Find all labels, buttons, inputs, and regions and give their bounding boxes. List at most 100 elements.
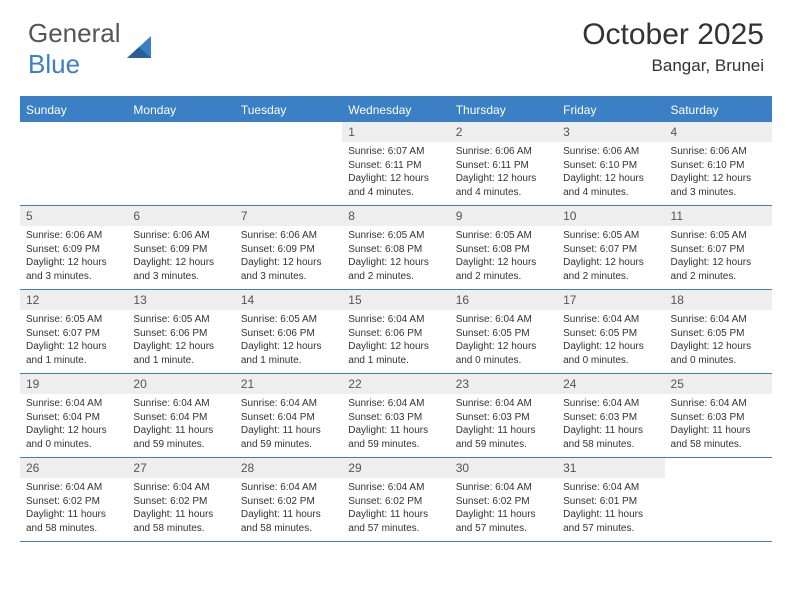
day-cell: 16Sunrise: 6:04 AMSunset: 6:05 PMDayligh… xyxy=(450,290,557,373)
day-number: 5 xyxy=(20,206,127,226)
day-body: Sunrise: 6:05 AMSunset: 6:06 PMDaylight:… xyxy=(235,310,342,367)
day-body: Sunrise: 6:05 AMSunset: 6:08 PMDaylight:… xyxy=(450,226,557,283)
day-number: 4 xyxy=(665,122,772,142)
day-number: 8 xyxy=(342,206,449,226)
day-number: 12 xyxy=(20,290,127,310)
day-body: Sunrise: 6:05 AMSunset: 6:06 PMDaylight:… xyxy=(127,310,234,367)
day-cell: 4Sunrise: 6:06 AMSunset: 6:10 PMDaylight… xyxy=(665,122,772,205)
day-body: Sunrise: 6:04 AMSunset: 6:05 PMDaylight:… xyxy=(665,310,772,367)
day-body: Sunrise: 6:04 AMSunset: 6:04 PMDaylight:… xyxy=(20,394,127,451)
day-cell: 20Sunrise: 6:04 AMSunset: 6:04 PMDayligh… xyxy=(127,374,234,457)
day-cell: 28Sunrise: 6:04 AMSunset: 6:02 PMDayligh… xyxy=(235,458,342,541)
day-cell: 25Sunrise: 6:04 AMSunset: 6:03 PMDayligh… xyxy=(665,374,772,457)
week-row: 12Sunrise: 6:05 AMSunset: 6:07 PMDayligh… xyxy=(20,290,772,374)
day-number: 28 xyxy=(235,458,342,478)
day-cell: 8Sunrise: 6:05 AMSunset: 6:08 PMDaylight… xyxy=(342,206,449,289)
day-number: 23 xyxy=(450,374,557,394)
day-body: Sunrise: 6:04 AMSunset: 6:04 PMDaylight:… xyxy=(235,394,342,451)
day-cell: 1Sunrise: 6:07 AMSunset: 6:11 PMDaylight… xyxy=(342,122,449,205)
day-number: 13 xyxy=(127,290,234,310)
day-body: Sunrise: 6:05 AMSunset: 6:07 PMDaylight:… xyxy=(665,226,772,283)
day-number: 3 xyxy=(557,122,664,142)
day-body: Sunrise: 6:05 AMSunset: 6:07 PMDaylight:… xyxy=(557,226,664,283)
day-cell: 14Sunrise: 6:05 AMSunset: 6:06 PMDayligh… xyxy=(235,290,342,373)
day-body: Sunrise: 6:04 AMSunset: 6:03 PMDaylight:… xyxy=(342,394,449,451)
day-body: Sunrise: 6:04 AMSunset: 6:06 PMDaylight:… xyxy=(342,310,449,367)
day-body: Sunrise: 6:04 AMSunset: 6:02 PMDaylight:… xyxy=(342,478,449,535)
brand-text-2: Blue xyxy=(28,49,80,79)
weeks-container: 1Sunrise: 6:07 AMSunset: 6:11 PMDaylight… xyxy=(20,122,772,542)
week-row: 26Sunrise: 6:04 AMSunset: 6:02 PMDayligh… xyxy=(20,458,772,542)
day-body: Sunrise: 6:04 AMSunset: 6:02 PMDaylight:… xyxy=(20,478,127,535)
day-number: 1 xyxy=(342,122,449,142)
day-number: 17 xyxy=(557,290,664,310)
title-block: October 2025 Bangar, Brunei xyxy=(582,18,764,76)
day-body: Sunrise: 6:04 AMSunset: 6:02 PMDaylight:… xyxy=(450,478,557,535)
day-number: 15 xyxy=(342,290,449,310)
day-cell: 22Sunrise: 6:04 AMSunset: 6:03 PMDayligh… xyxy=(342,374,449,457)
day-body: Sunrise: 6:05 AMSunset: 6:08 PMDaylight:… xyxy=(342,226,449,283)
dow-cell: Tuesday xyxy=(235,98,342,122)
day-body: Sunrise: 6:06 AMSunset: 6:09 PMDaylight:… xyxy=(235,226,342,283)
day-body: Sunrise: 6:04 AMSunset: 6:03 PMDaylight:… xyxy=(450,394,557,451)
day-cell: 15Sunrise: 6:04 AMSunset: 6:06 PMDayligh… xyxy=(342,290,449,373)
day-cell xyxy=(20,122,127,205)
day-cell xyxy=(665,458,772,541)
day-number: 7 xyxy=(235,206,342,226)
day-number: 18 xyxy=(665,290,772,310)
day-cell: 10Sunrise: 6:05 AMSunset: 6:07 PMDayligh… xyxy=(557,206,664,289)
day-of-week-row: SundayMondayTuesdayWednesdayThursdayFrid… xyxy=(20,98,772,122)
day-number: 26 xyxy=(20,458,127,478)
day-body: Sunrise: 6:07 AMSunset: 6:11 PMDaylight:… xyxy=(342,142,449,199)
dow-cell: Sunday xyxy=(20,98,127,122)
day-number: 20 xyxy=(127,374,234,394)
day-cell: 26Sunrise: 6:04 AMSunset: 6:02 PMDayligh… xyxy=(20,458,127,541)
day-body: Sunrise: 6:04 AMSunset: 6:03 PMDaylight:… xyxy=(665,394,772,451)
dow-cell: Monday xyxy=(127,98,234,122)
day-cell: 9Sunrise: 6:05 AMSunset: 6:08 PMDaylight… xyxy=(450,206,557,289)
day-cell: 31Sunrise: 6:04 AMSunset: 6:01 PMDayligh… xyxy=(557,458,664,541)
page-title: October 2025 xyxy=(582,18,764,52)
day-body: Sunrise: 6:04 AMSunset: 6:05 PMDaylight:… xyxy=(557,310,664,367)
day-body: Sunrise: 6:04 AMSunset: 6:04 PMDaylight:… xyxy=(127,394,234,451)
day-number: 31 xyxy=(557,458,664,478)
day-number xyxy=(20,122,127,142)
day-cell: 27Sunrise: 6:04 AMSunset: 6:02 PMDayligh… xyxy=(127,458,234,541)
day-body: Sunrise: 6:06 AMSunset: 6:09 PMDaylight:… xyxy=(20,226,127,283)
calendar: SundayMondayTuesdayWednesdayThursdayFrid… xyxy=(20,96,772,542)
brand-logo: General Blue xyxy=(28,18,155,80)
brand-text-1: General xyxy=(28,18,121,48)
day-number: 11 xyxy=(665,206,772,226)
day-cell: 6Sunrise: 6:06 AMSunset: 6:09 PMDaylight… xyxy=(127,206,234,289)
day-cell xyxy=(235,122,342,205)
day-cell: 2Sunrise: 6:06 AMSunset: 6:11 PMDaylight… xyxy=(450,122,557,205)
day-number: 9 xyxy=(450,206,557,226)
day-number xyxy=(665,458,772,478)
day-body: Sunrise: 6:04 AMSunset: 6:02 PMDaylight:… xyxy=(127,478,234,535)
day-body: Sunrise: 6:06 AMSunset: 6:11 PMDaylight:… xyxy=(450,142,557,199)
day-cell: 29Sunrise: 6:04 AMSunset: 6:02 PMDayligh… xyxy=(342,458,449,541)
day-cell: 13Sunrise: 6:05 AMSunset: 6:06 PMDayligh… xyxy=(127,290,234,373)
day-cell: 7Sunrise: 6:06 AMSunset: 6:09 PMDaylight… xyxy=(235,206,342,289)
dow-cell: Saturday xyxy=(665,98,772,122)
day-cell: 12Sunrise: 6:05 AMSunset: 6:07 PMDayligh… xyxy=(20,290,127,373)
day-cell: 30Sunrise: 6:04 AMSunset: 6:02 PMDayligh… xyxy=(450,458,557,541)
week-row: 19Sunrise: 6:04 AMSunset: 6:04 PMDayligh… xyxy=(20,374,772,458)
day-cell: 21Sunrise: 6:04 AMSunset: 6:04 PMDayligh… xyxy=(235,374,342,457)
day-number: 29 xyxy=(342,458,449,478)
day-body: Sunrise: 6:04 AMSunset: 6:01 PMDaylight:… xyxy=(557,478,664,535)
day-number: 16 xyxy=(450,290,557,310)
day-body: Sunrise: 6:04 AMSunset: 6:05 PMDaylight:… xyxy=(450,310,557,367)
day-body: Sunrise: 6:06 AMSunset: 6:10 PMDaylight:… xyxy=(557,142,664,199)
day-cell: 5Sunrise: 6:06 AMSunset: 6:09 PMDaylight… xyxy=(20,206,127,289)
day-cell: 23Sunrise: 6:04 AMSunset: 6:03 PMDayligh… xyxy=(450,374,557,457)
day-cell: 11Sunrise: 6:05 AMSunset: 6:07 PMDayligh… xyxy=(665,206,772,289)
page-subtitle: Bangar, Brunei xyxy=(582,56,764,76)
sail-icon xyxy=(125,34,155,65)
day-number: 6 xyxy=(127,206,234,226)
day-number: 14 xyxy=(235,290,342,310)
day-body: Sunrise: 6:06 AMSunset: 6:09 PMDaylight:… xyxy=(127,226,234,283)
day-number: 19 xyxy=(20,374,127,394)
dow-cell: Thursday xyxy=(450,98,557,122)
dow-cell: Friday xyxy=(557,98,664,122)
